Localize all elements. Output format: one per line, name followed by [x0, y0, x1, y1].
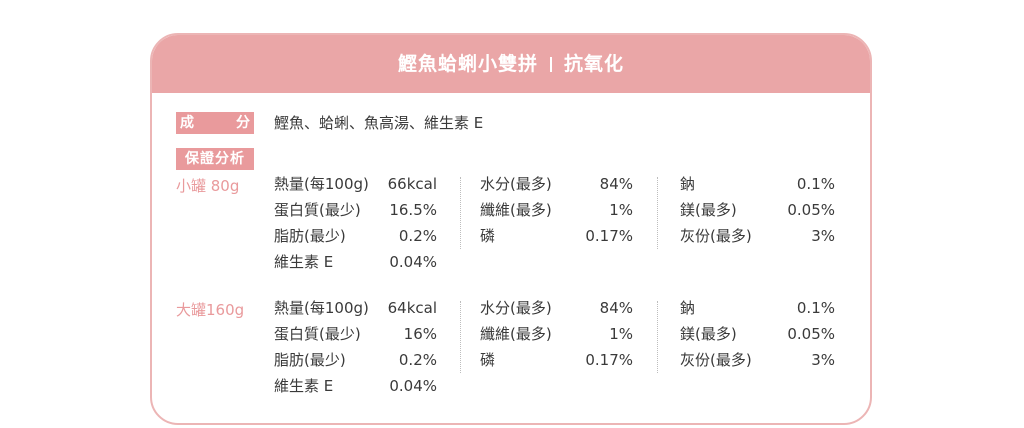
column-divider: [460, 177, 461, 249]
nutrient-name: 灰份(最多): [680, 227, 752, 245]
nutrient-value: 0.17%: [585, 227, 633, 245]
nutrient-name: 水分(最多): [480, 175, 552, 193]
nutrient-name: 維生素 E: [274, 253, 334, 271]
nutrient-name: 蛋白質(最少): [274, 325, 361, 343]
nutrient-value: 84%: [599, 299, 633, 317]
column-divider: [657, 301, 658, 373]
nutrient-value: 1%: [609, 325, 633, 343]
nutrient-name: 熱量(每100g): [274, 175, 369, 193]
nutrient-value: 0.05%: [787, 325, 835, 343]
nutrient-name: 纖維(最多): [480, 201, 552, 219]
ingredients-text: 鰹魚、蛤蜊、魚高湯、維生素 E: [274, 114, 484, 132]
nutrient-value: 1%: [609, 201, 633, 219]
nutrient-value: 16.5%: [389, 201, 437, 219]
nutrient-name: 鎂(最多): [680, 325, 737, 343]
card-header: 鰹魚蛤蜊小雙拼 抗氧化: [152, 35, 870, 93]
nutrient-value: 0.2%: [398, 351, 437, 369]
nutrient-value: 0.1%: [796, 175, 835, 193]
nutrient-name: 蛋白質(最少): [274, 201, 361, 219]
nutrient-name: 脂肪(最少): [274, 351, 346, 369]
column-divider: [460, 301, 461, 373]
nutrient-name: 磷: [480, 227, 496, 245]
product-title: 鰹魚蛤蜊小雙拼: [397, 53, 538, 75]
can-size-label: 小罐 80g: [176, 177, 240, 195]
nutrition-card: 鰹魚蛤蜊小雙拼 抗氧化: [150, 33, 872, 425]
nutrient-name: 纖維(最多): [480, 325, 552, 343]
can-size-label: 大罐160g: [176, 301, 245, 319]
title-separator: [550, 57, 552, 72]
nutrient-name: 鈉: [680, 299, 696, 317]
nutrient-value: 0.04%: [389, 253, 437, 271]
product-feature: 抗氧化: [564, 53, 625, 75]
nutrient-value: 3%: [811, 227, 835, 245]
nutrient-name: 鈉: [680, 175, 696, 193]
nutrient-name: 鎂(最多): [680, 201, 737, 219]
nutrient-value: 0.04%: [389, 377, 437, 395]
nutrient-name: 灰份(最多): [680, 351, 752, 369]
nutrient-value: 0.05%: [787, 201, 835, 219]
nutrient-value: 0.1%: [796, 299, 835, 317]
nutrient-value: 3%: [811, 351, 835, 369]
nutrient-value: 0.17%: [585, 351, 633, 369]
nutrient-value: 64kcal: [387, 299, 437, 317]
nutrient-name: 磷: [480, 351, 496, 369]
nutrient-name: 水分(最多): [480, 299, 552, 317]
nutrient-value: 16%: [403, 325, 437, 343]
nutrient-name: 熱量(每100g): [274, 299, 369, 317]
analysis-label: 保證分析: [176, 148, 254, 170]
ingredients-label: 成 分: [176, 112, 254, 134]
nutrient-value: 0.2%: [398, 227, 437, 245]
column-divider: [657, 177, 658, 249]
nutrient-value: 66kcal: [387, 175, 437, 193]
nutrient-name: 脂肪(最少): [274, 227, 346, 245]
nutrient-name: 維生素 E: [274, 377, 334, 395]
nutrient-value: 84%: [599, 175, 633, 193]
